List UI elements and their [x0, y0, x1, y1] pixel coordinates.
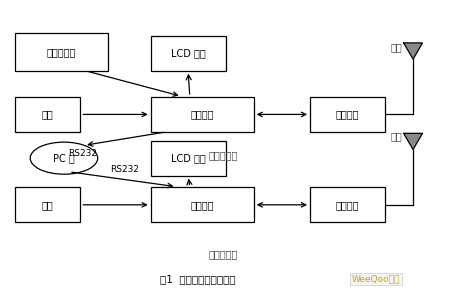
Polygon shape [404, 133, 423, 149]
Text: 键盘: 键盘 [42, 200, 54, 210]
Bar [15, 187, 80, 222]
Text: 数据采集口: 数据采集口 [47, 47, 76, 57]
Bar [151, 97, 254, 132]
Text: 无线发射机: 无线发射机 [209, 150, 238, 160]
Text: 天线: 天线 [391, 131, 402, 141]
Bar [151, 187, 254, 222]
Text: 控制单元: 控制单元 [190, 200, 214, 210]
Text: 天线: 天线 [391, 42, 402, 52]
Text: RS232: RS232 [110, 165, 140, 174]
Bar [15, 33, 109, 71]
Bar [151, 141, 226, 176]
Bar [310, 187, 385, 222]
Bar [151, 36, 226, 71]
Text: 键盘: 键盘 [42, 109, 54, 120]
Text: 图1  系统结构及原理框图: 图1 系统结构及原理框图 [160, 274, 235, 284]
Polygon shape [404, 43, 423, 59]
Text: PC 机: PC 机 [53, 153, 75, 163]
Bar [15, 97, 80, 132]
Text: 无线模块: 无线模块 [336, 200, 359, 210]
Text: 无线模块: 无线模块 [336, 109, 359, 120]
Text: 无线发射机: 无线发射机 [209, 249, 238, 259]
Text: WeeQoo维库: WeeQoo维库 [352, 275, 400, 284]
Text: RS232: RS232 [68, 149, 97, 158]
Ellipse shape [30, 142, 98, 174]
Text: LCD 显示: LCD 显示 [171, 153, 205, 163]
Bar [310, 97, 385, 132]
Text: 控制单元: 控制单元 [190, 109, 214, 120]
Text: LCD 显示: LCD 显示 [171, 48, 205, 58]
